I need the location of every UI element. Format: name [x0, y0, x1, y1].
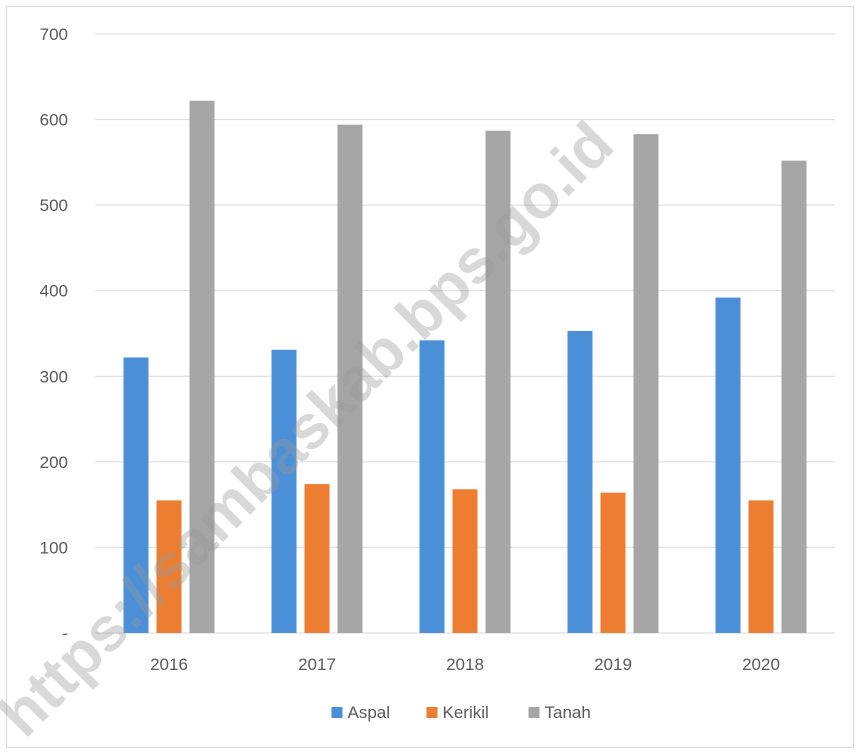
bar-tanah-2016 [189, 100, 215, 633]
legend-swatch-kerikil [426, 707, 438, 718]
bar-aspal-2017 [271, 349, 297, 633]
bar-kerikil-2016 [156, 500, 182, 633]
x-tick-label: 2020 [742, 655, 780, 674]
bar-kerikil-2020 [748, 500, 774, 633]
bar-aspal-2020 [715, 297, 741, 633]
x-tick-label: 2016 [150, 655, 188, 674]
bar-aspal-2019 [567, 330, 593, 633]
x-tick-label: 2017 [298, 655, 336, 674]
bar-aspal-2016 [123, 357, 149, 633]
legend-label-tanah: Tanah [545, 703, 591, 722]
legend: Aspal Kerikil Tanah [331, 703, 591, 722]
x-tick-label: 2018 [446, 655, 484, 674]
y-tick-label: 700 [40, 25, 68, 44]
bar-kerikil-2018 [452, 489, 478, 633]
gridlines [95, 33, 835, 634]
bar-tanah-2017 [337, 124, 363, 633]
y-tick-label: - [62, 624, 68, 643]
legend-label-kerikil: Kerikil [443, 703, 489, 722]
bar-tanah-2018 [485, 130, 511, 633]
y-tick-label: 400 [40, 282, 68, 301]
bar-kerikil-2017 [304, 484, 330, 633]
y-tick-label: 600 [40, 111, 68, 130]
legend-label-aspal: Aspal [348, 703, 391, 722]
bar-tanah-2020 [781, 160, 807, 633]
bar-kerikil-2019 [600, 492, 626, 633]
legend-swatch-aspal [331, 707, 343, 718]
x-axis-ticks: 2016 2017 2018 2019 2020 [150, 655, 780, 674]
bar-tanah-2019 [633, 134, 659, 633]
y-tick-label: 300 [40, 367, 68, 386]
x-tick-label: 2019 [594, 655, 632, 674]
y-axis-ticks: - 100 200 300 400 500 600 700 [40, 25, 68, 643]
legend-swatch-tanah [528, 707, 540, 718]
y-tick-label: 500 [40, 196, 68, 215]
bars [123, 100, 807, 633]
bar-aspal-2018 [419, 340, 445, 633]
y-tick-label: 200 [40, 453, 68, 472]
y-tick-label: 100 [40, 538, 68, 557]
